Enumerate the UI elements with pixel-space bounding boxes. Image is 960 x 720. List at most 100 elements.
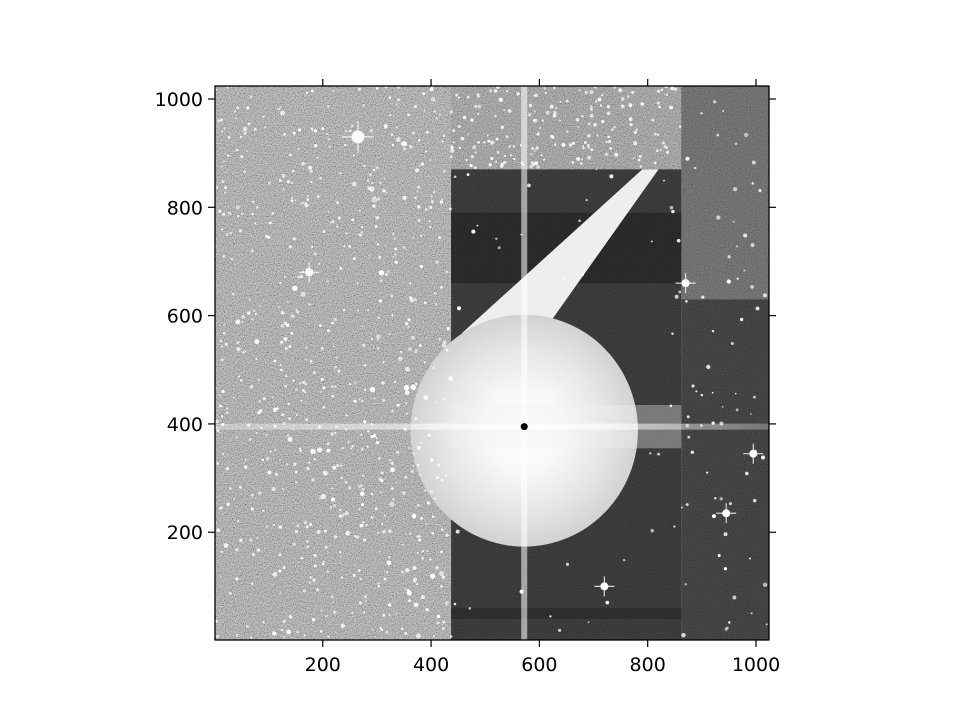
star — [391, 487, 394, 491]
star — [377, 316, 380, 320]
star — [328, 145, 331, 148]
star — [290, 181, 294, 185]
star — [414, 168, 420, 173]
star — [380, 471, 384, 475]
star — [743, 269, 746, 272]
star — [665, 93, 669, 96]
star — [301, 162, 305, 166]
star — [583, 141, 587, 145]
star — [429, 489, 434, 494]
star — [297, 275, 301, 279]
star — [242, 351, 245, 354]
star — [653, 132, 657, 136]
star — [377, 582, 380, 585]
star — [500, 162, 504, 166]
star — [442, 398, 445, 401]
star — [331, 394, 335, 398]
star — [440, 528, 444, 532]
star — [734, 142, 738, 146]
star — [541, 119, 545, 122]
star — [409, 532, 412, 536]
star — [246, 625, 249, 628]
star — [493, 89, 498, 93]
star — [377, 347, 380, 350]
star — [543, 158, 546, 161]
star — [441, 140, 444, 143]
star — [313, 554, 317, 558]
star — [363, 363, 367, 367]
star — [235, 548, 239, 552]
star — [264, 126, 267, 129]
star — [685, 300, 688, 303]
star — [435, 117, 439, 120]
star — [653, 161, 657, 165]
star — [445, 348, 449, 352]
star — [488, 162, 492, 167]
star — [296, 524, 300, 528]
star — [528, 113, 532, 117]
star — [655, 149, 659, 153]
star — [494, 114, 497, 118]
star — [222, 160, 225, 163]
star — [362, 611, 366, 614]
star — [671, 209, 675, 214]
star — [429, 225, 432, 229]
star — [661, 141, 665, 145]
star — [762, 293, 768, 298]
star — [239, 229, 242, 233]
star — [286, 434, 290, 437]
star — [613, 125, 617, 129]
star — [744, 132, 749, 138]
star — [272, 631, 277, 636]
star — [331, 321, 334, 325]
star — [325, 614, 328, 618]
star — [363, 420, 367, 424]
star — [752, 498, 757, 503]
star — [273, 424, 277, 428]
star — [230, 257, 234, 261]
star — [298, 382, 302, 385]
star — [601, 120, 605, 124]
star — [304, 346, 308, 350]
star — [391, 409, 394, 413]
star — [229, 231, 233, 235]
star — [735, 408, 739, 412]
star — [219, 576, 222, 579]
y-tick-label: 800 — [167, 197, 203, 219]
star — [259, 409, 263, 413]
star — [223, 323, 226, 326]
star — [232, 396, 235, 399]
star — [294, 199, 297, 202]
star — [685, 503, 689, 507]
star — [433, 292, 437, 295]
star — [229, 487, 232, 490]
star — [436, 621, 440, 625]
star — [409, 296, 412, 300]
star — [319, 630, 323, 633]
star — [339, 555, 342, 558]
star — [383, 177, 386, 180]
star — [425, 522, 428, 526]
star — [221, 358, 224, 362]
star — [344, 428, 347, 431]
star — [352, 573, 356, 577]
star — [282, 422, 286, 426]
star — [427, 501, 431, 505]
star — [340, 576, 344, 579]
star — [367, 430, 370, 433]
star — [432, 190, 436, 194]
star — [294, 470, 298, 474]
star — [305, 525, 309, 529]
star — [722, 109, 725, 113]
star — [581, 158, 584, 161]
star — [430, 573, 436, 579]
star — [267, 235, 271, 239]
star — [283, 275, 287, 279]
star — [246, 423, 251, 427]
star — [706, 364, 711, 369]
star — [441, 342, 447, 348]
star — [291, 169, 295, 173]
star — [274, 448, 277, 452]
star — [402, 141, 408, 147]
star — [549, 104, 554, 109]
